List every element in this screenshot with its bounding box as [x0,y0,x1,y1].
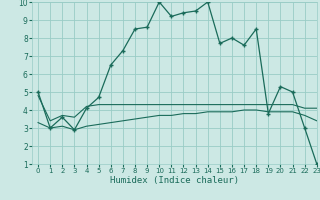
X-axis label: Humidex (Indice chaleur): Humidex (Indice chaleur) [110,176,239,185]
